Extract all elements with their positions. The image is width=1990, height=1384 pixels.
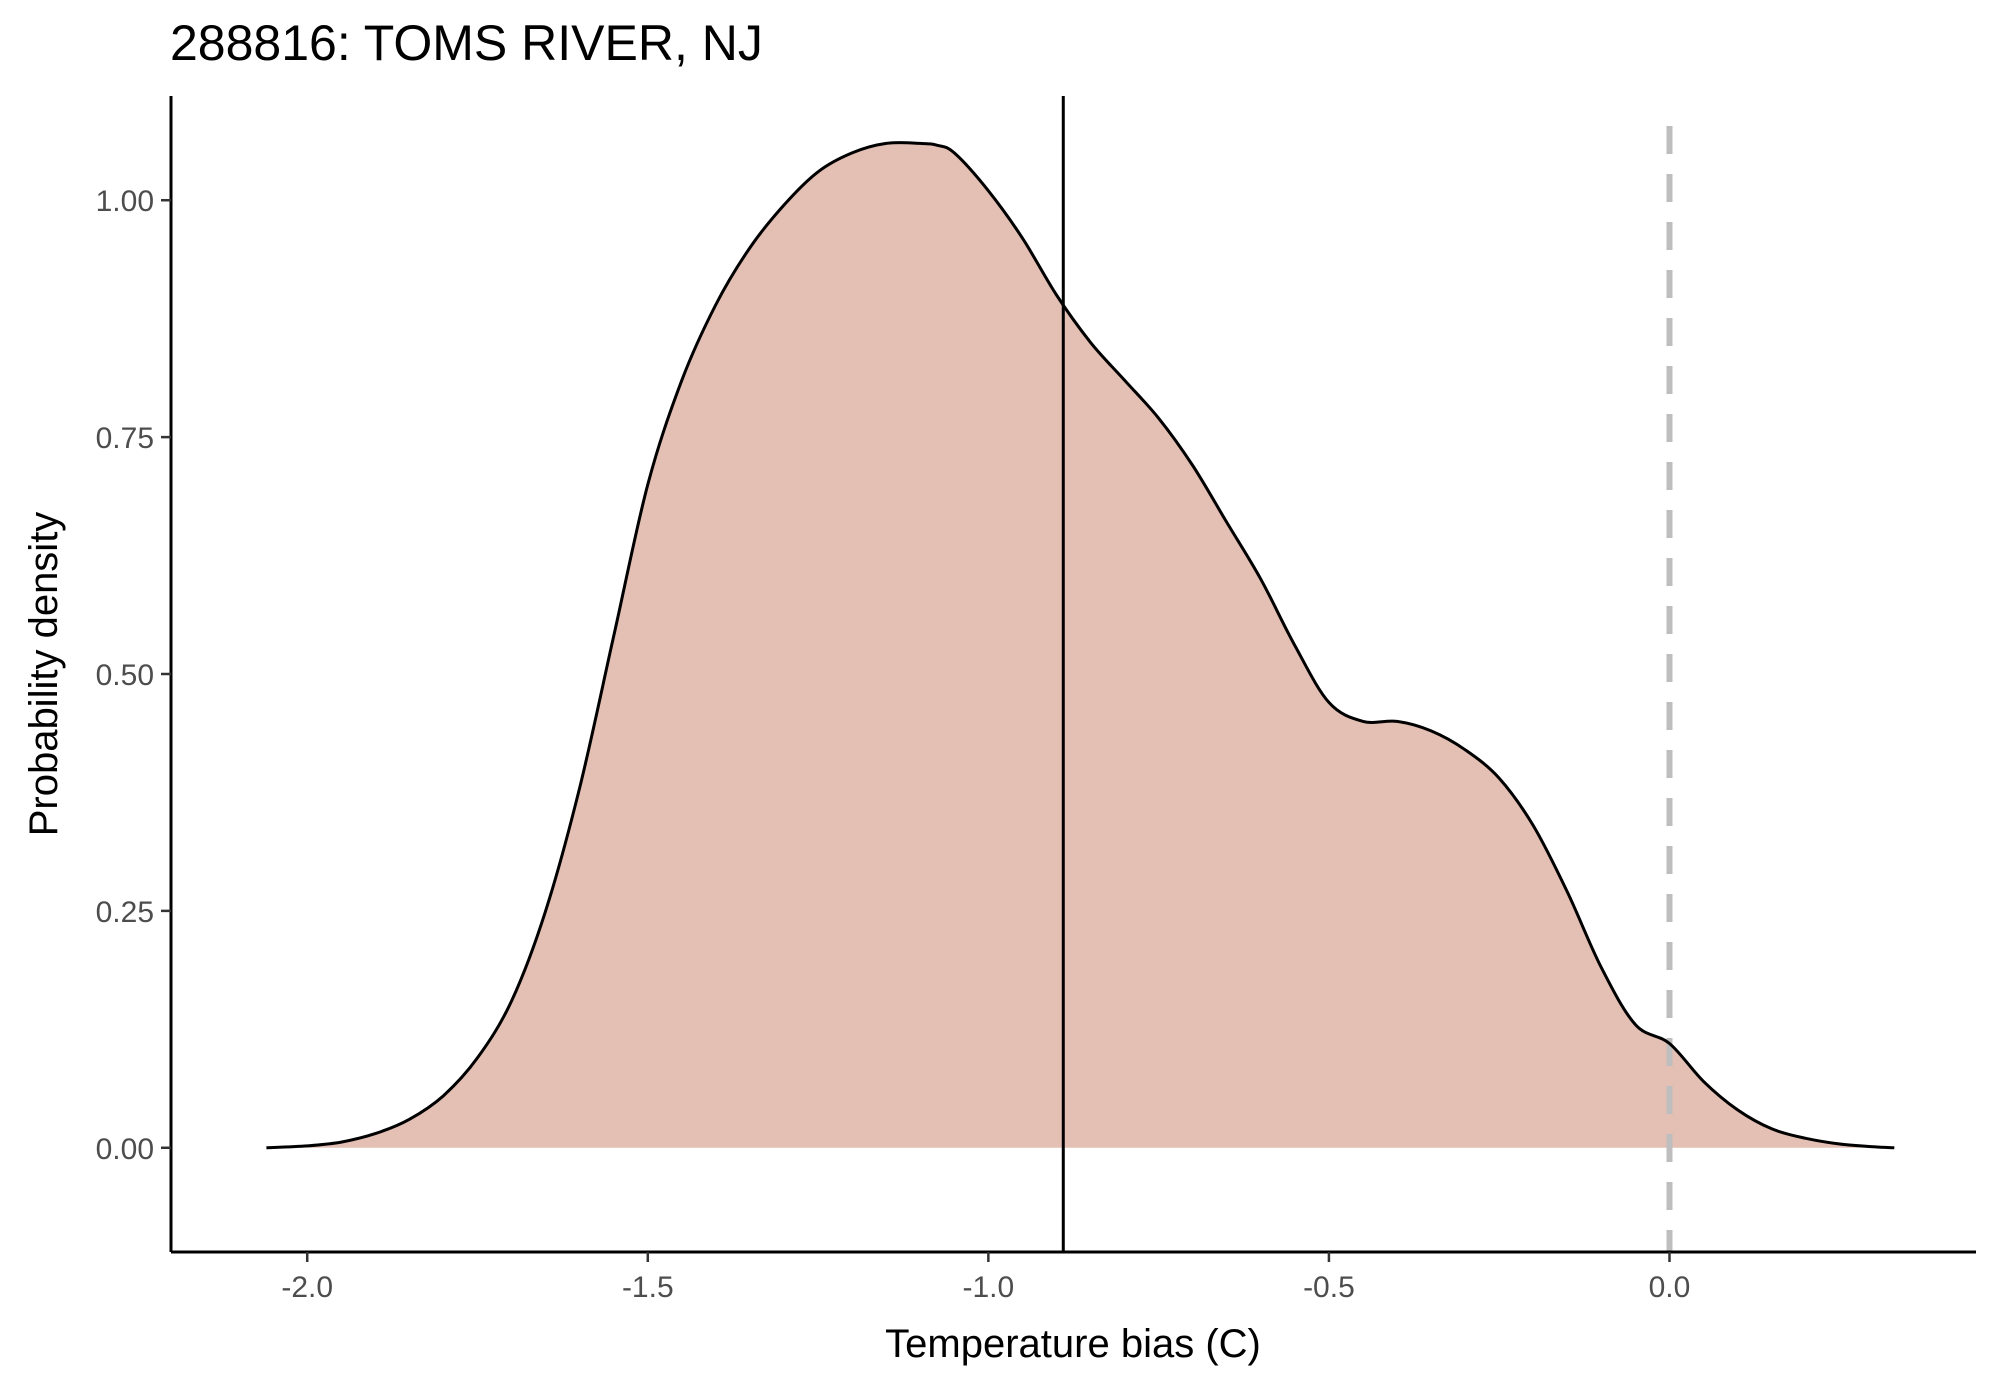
y-tick-label: 0.75 xyxy=(96,422,154,455)
chart-title: 288816: TOMS RIVER, NJ xyxy=(170,15,763,71)
y-tick-label: 1.00 xyxy=(96,185,154,218)
x-tick-label: -2.0 xyxy=(281,1271,333,1304)
density-curve-line xyxy=(266,141,1895,1150)
x-tick-label: -0.5 xyxy=(1303,1271,1355,1304)
y-axis-title: Probability density xyxy=(22,512,66,837)
density-area-fill xyxy=(266,142,1895,1148)
x-axis-title: Temperature bias (C) xyxy=(885,1322,1261,1366)
x-tick-label: -1.5 xyxy=(622,1271,674,1304)
y-tick-label: 0.50 xyxy=(96,659,154,692)
x-tick-label: 0.0 xyxy=(1649,1271,1691,1304)
y-tick-label: 0.25 xyxy=(96,896,154,929)
x-tick-label: -1.0 xyxy=(963,1271,1015,1304)
y-tick-label: 0.00 xyxy=(96,1133,154,1166)
